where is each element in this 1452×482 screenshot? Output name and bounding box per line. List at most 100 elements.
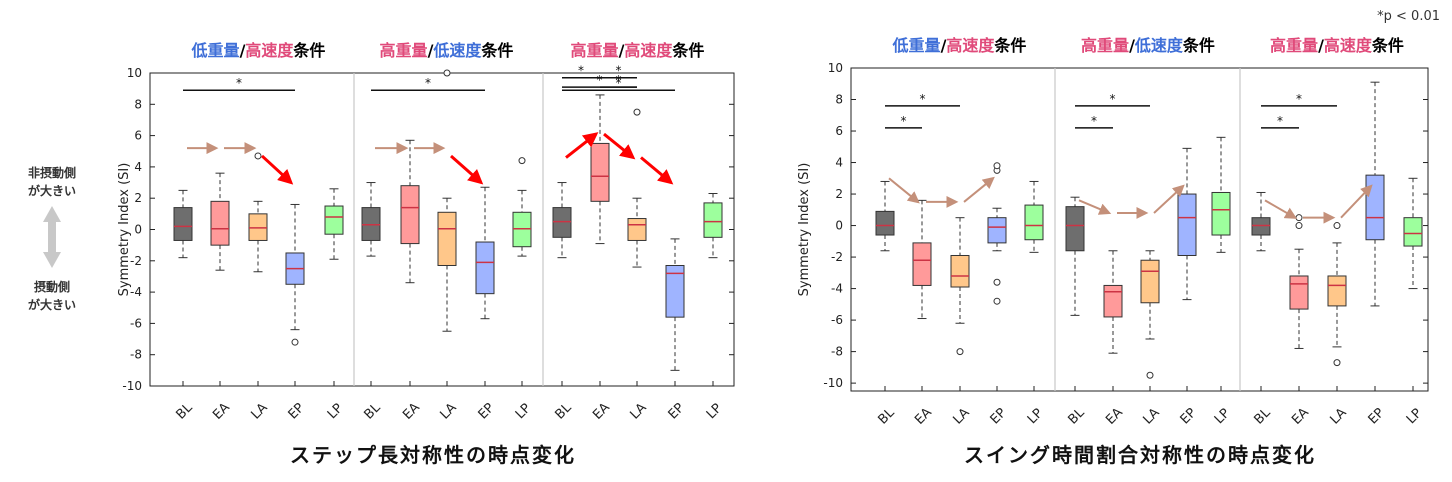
x-tick-label: LA — [950, 405, 972, 427]
x-tick-label: EP — [476, 400, 498, 422]
box-body — [210, 200, 230, 246]
significance-star: * — [1091, 114, 1097, 128]
box-EA — [590, 94, 610, 245]
y-tick-label: -4 — [831, 282, 843, 296]
outlier-point — [1295, 214, 1303, 222]
significance-star: * — [920, 92, 926, 106]
box-LP — [703, 193, 723, 259]
y-tick-label: 6 — [134, 129, 142, 143]
group-label-part: 条件 — [671, 41, 704, 60]
group-label-part: 条件 — [1182, 36, 1215, 55]
box-LP — [1024, 180, 1044, 253]
box-body — [437, 211, 457, 266]
x-tick-label: LA — [1327, 405, 1349, 427]
box-body — [361, 207, 381, 241]
x-tick-label: LP — [1212, 406, 1233, 427]
group-label-part: 低速度 — [432, 41, 482, 60]
box-EA — [210, 172, 230, 271]
outlier-point — [993, 162, 1001, 170]
box-body — [1211, 191, 1231, 236]
outlier-point — [291, 338, 299, 346]
trend-arrow — [565, 132, 599, 159]
box-LA — [950, 217, 970, 356]
group-label: 高重量/低速度条件 — [380, 41, 514, 60]
group-label-part: 条件 — [1371, 36, 1404, 55]
outlier-point — [1333, 359, 1341, 367]
trend-arrow — [1078, 199, 1112, 215]
y-tick-label: -6 — [130, 316, 142, 330]
trend-arrow — [1340, 184, 1373, 219]
outlier-point — [993, 297, 1001, 305]
box-body — [1327, 275, 1347, 307]
x-tick-label: EA — [1289, 405, 1312, 428]
box-EA — [400, 139, 420, 284]
outlier-point — [1146, 371, 1154, 379]
group-label-part: / — [240, 41, 246, 60]
y-tick-label: 4 — [134, 160, 142, 174]
x-tick-label: BL — [876, 405, 899, 428]
box-EP — [987, 162, 1007, 305]
group-label-part: 高速度 — [946, 36, 995, 55]
group-label-part: 高速度 — [624, 41, 673, 60]
box-LA — [1140, 250, 1160, 379]
trend-arrow — [963, 176, 995, 203]
outlier-point — [633, 108, 641, 116]
group-label-part: / — [428, 41, 434, 60]
box-body — [703, 202, 723, 238]
x-tick-label: EA — [590, 400, 613, 423]
x-tick-label: EP — [988, 405, 1010, 427]
box-body — [875, 210, 895, 236]
significance-star: * — [578, 64, 584, 78]
x-tick-label: EA — [210, 400, 233, 423]
trend-arrow — [260, 154, 294, 185]
significance-star: * — [901, 114, 907, 128]
outlier-point — [1333, 222, 1341, 230]
group-label-part: 低速度 — [1134, 36, 1184, 55]
box-EP — [1365, 81, 1385, 307]
chart-title: スイング時間割合対称性の時点変化 — [964, 443, 1316, 467]
y-tick-label: 2 — [134, 191, 142, 205]
outlier-point — [443, 69, 451, 77]
box-body — [1065, 206, 1085, 252]
y-tick-label: -8 — [831, 345, 843, 359]
y-tick-label: 2 — [835, 187, 843, 201]
box-body — [475, 241, 495, 295]
box-body — [512, 211, 532, 248]
side-label-bottom-line1: 摂動側 — [34, 279, 70, 294]
trend-arrow — [450, 154, 484, 185]
group-label-part: / — [1318, 36, 1324, 55]
box-LP — [1403, 177, 1423, 290]
outlier-point — [254, 152, 262, 160]
x-tick-label: LP — [704, 401, 725, 422]
x-tick-label: EP — [1366, 405, 1388, 427]
significance-star: * — [597, 73, 603, 87]
trend-arrow — [888, 177, 920, 204]
group-label-part: 高速度 — [1324, 36, 1373, 55]
side-labels: 非摂動側 が大きい 摂動側 が大きい — [28, 165, 76, 312]
x-tick-label: BL — [553, 400, 576, 423]
box-body — [1403, 217, 1423, 247]
group-label-part: 条件 — [480, 41, 513, 60]
box-LP — [324, 188, 344, 260]
x-tick-label: EA — [1103, 405, 1126, 428]
side-label-top-line2: が大きい — [28, 183, 76, 198]
y-axis-label: Symmetry Index (SI) — [117, 163, 132, 297]
y-tick-label: 10 — [127, 66, 142, 80]
box-body — [173, 207, 193, 241]
plot-frame — [850, 67, 1429, 392]
x-tick-label: LA — [627, 400, 649, 422]
group-label-part: 条件 — [292, 41, 325, 60]
x-tick-label: EA — [400, 400, 423, 423]
box-BL — [1065, 196, 1085, 316]
box-body — [324, 205, 344, 235]
outlier-point — [956, 348, 964, 356]
significance-star: * — [616, 76, 622, 90]
group-label-part: 高重量 — [380, 41, 428, 60]
y-tick-label: 10 — [828, 61, 843, 75]
trend-arrow — [1264, 199, 1298, 219]
y-tick-label: 4 — [835, 156, 843, 170]
box-LP — [1211, 136, 1231, 253]
group-label-part: 条件 — [993, 36, 1026, 55]
outlier-point — [1295, 222, 1303, 230]
